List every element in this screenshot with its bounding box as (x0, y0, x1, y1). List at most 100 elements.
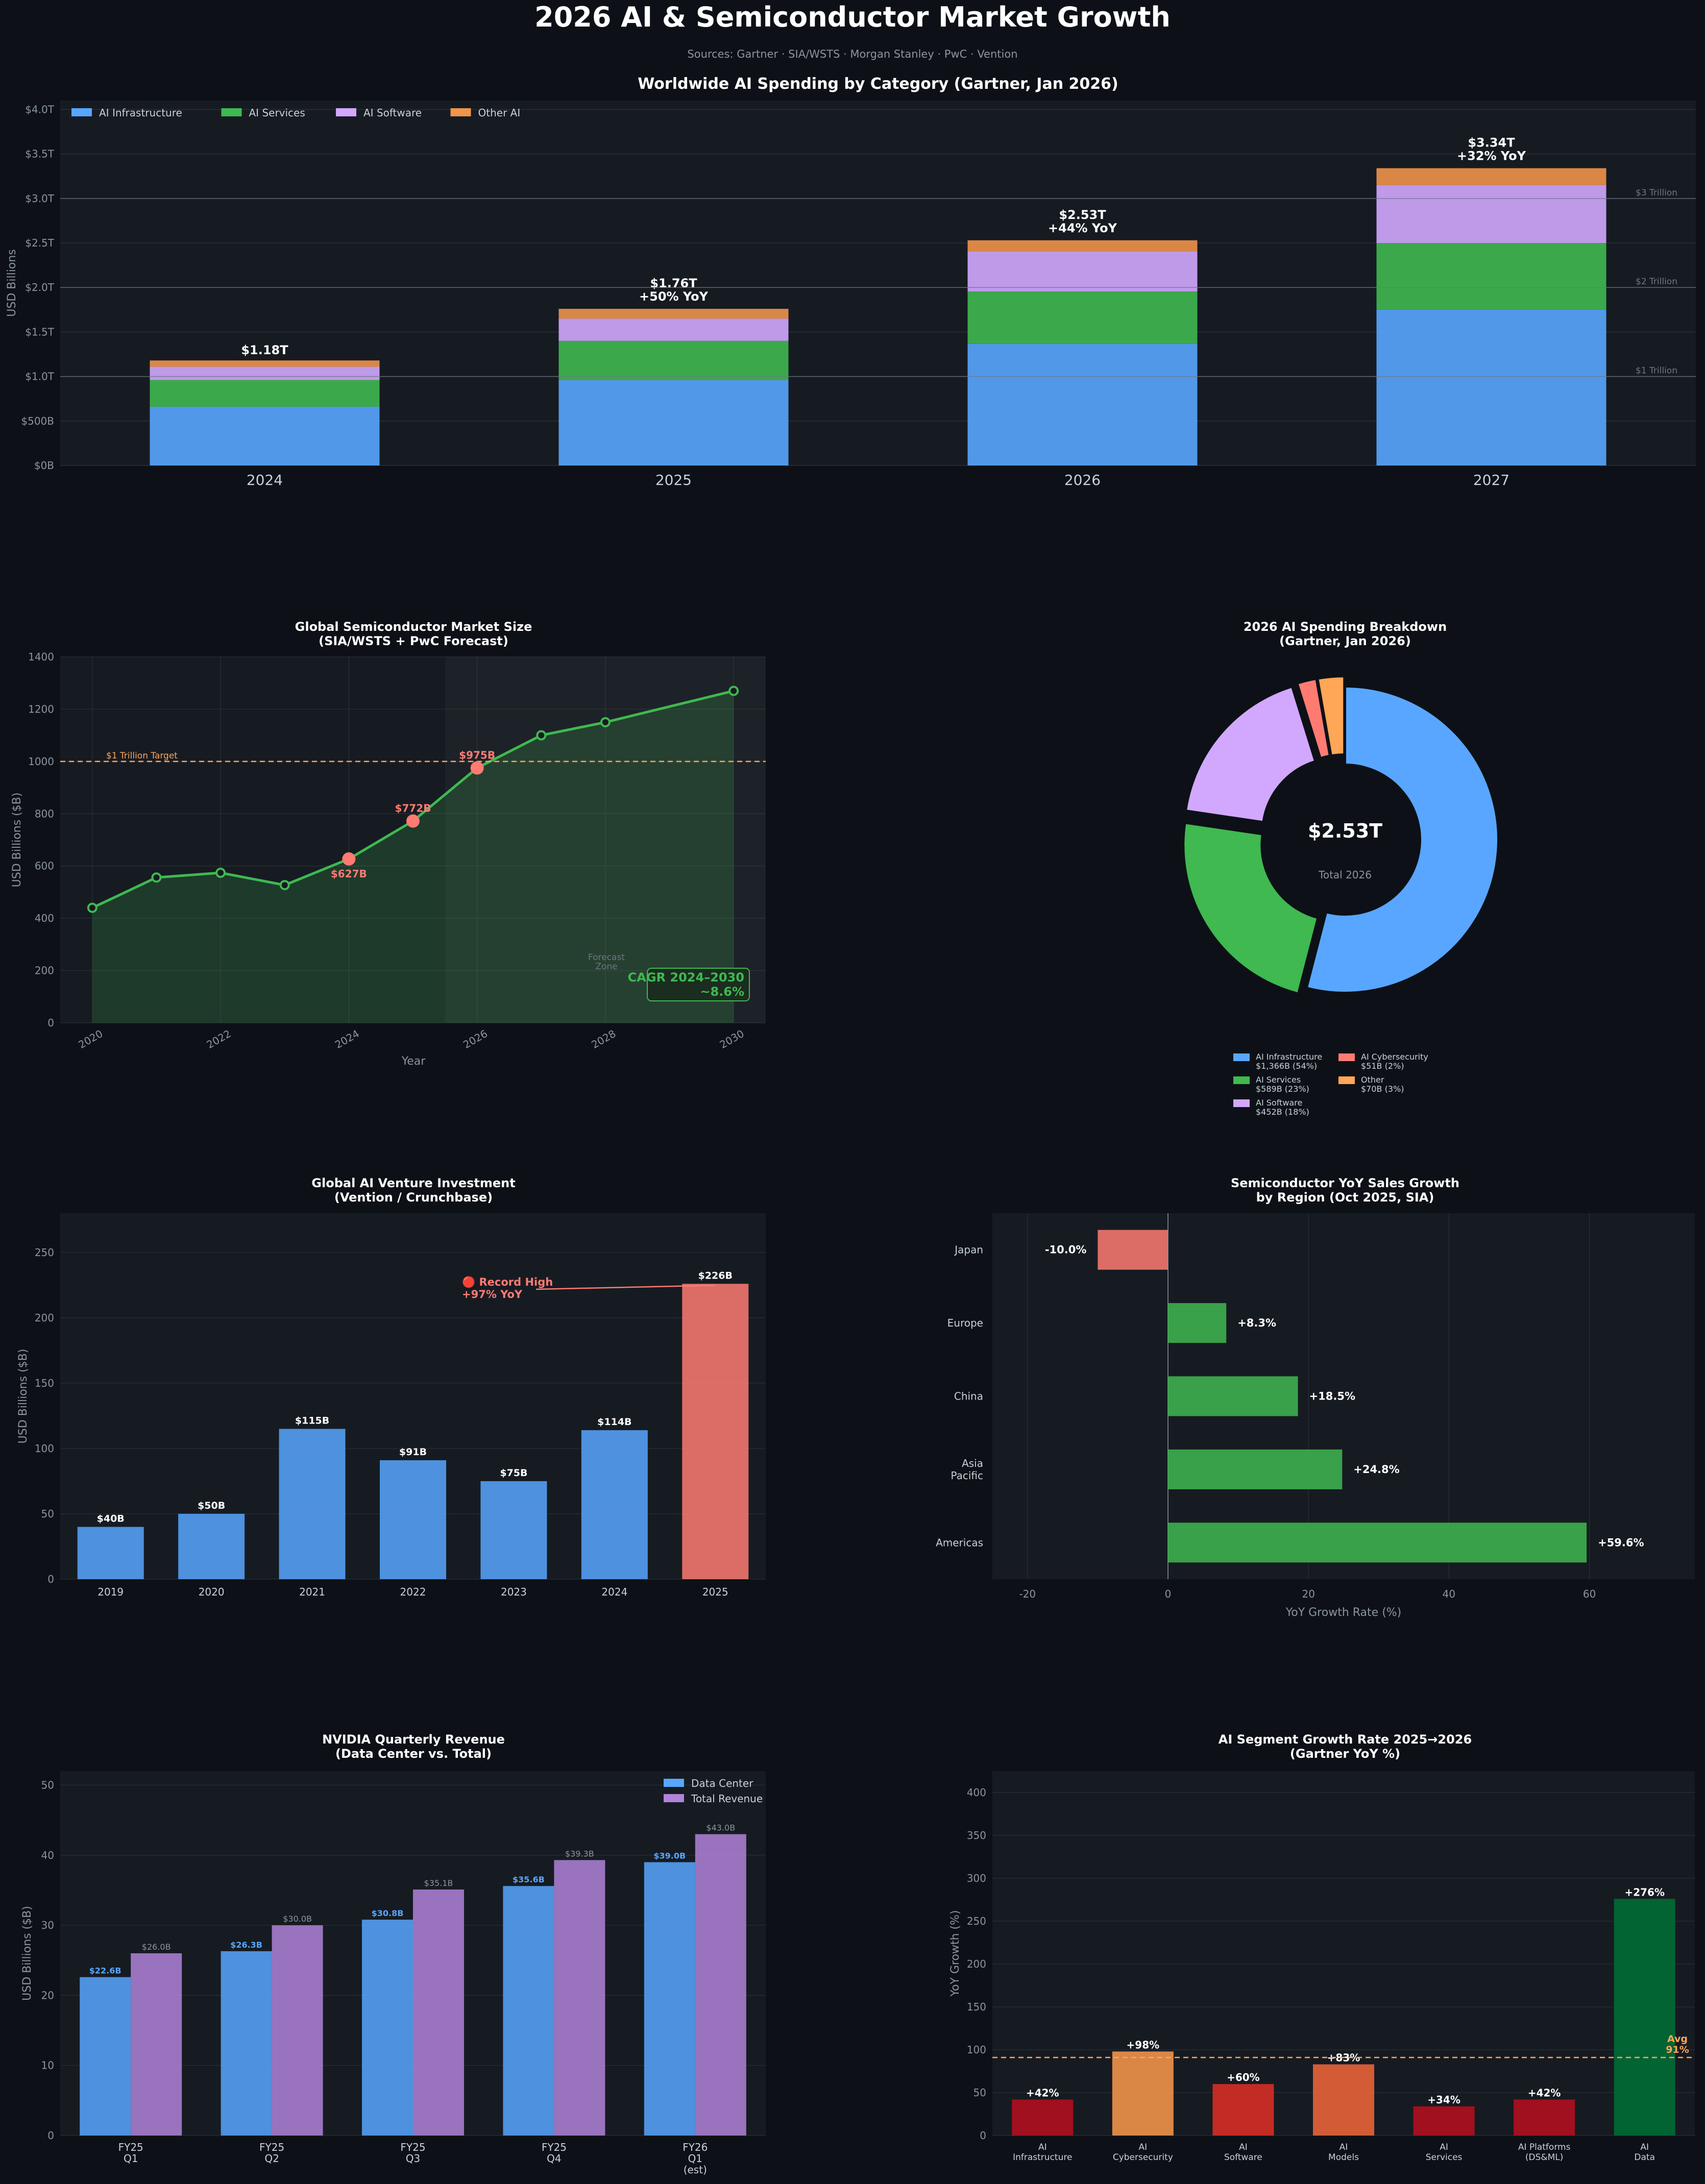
bar (1212, 2084, 1274, 2136)
y-tick-label: 200 (35, 1312, 54, 1324)
x-tick-label: 2026 (461, 1027, 490, 1051)
cagr-box (647, 968, 750, 1001)
plot-area (992, 1213, 1695, 1579)
chart-title: 2026 AI Spending Breakdown (Gartner, Jan … (1244, 620, 1447, 648)
chart-title: AI Segment Growth Rate 2025→2026 (Gartner… (1219, 1732, 1472, 1761)
x-tick-label: 2027 (1473, 472, 1509, 488)
x-tick-label: AI Data (1634, 2142, 1655, 2163)
reference-label: $1 Trillion (1636, 366, 1677, 376)
y-tick-label: $0B (34, 459, 54, 472)
ai-breakdown-donut: 2026 AI Spending Breakdown (Gartner, Jan … (1182, 620, 1499, 1117)
bar-value-label: +18.5% (1309, 1390, 1355, 1403)
y-tick-label: 600 (35, 860, 54, 872)
bar (644, 1862, 695, 2136)
highlight-point (406, 814, 420, 828)
ai-spending-chart: Worldwide AI Spending by Category (Gartn… (6, 75, 1696, 488)
page-title: 2026 AI & Semiconductor Market Growth (534, 1, 1171, 33)
bar-value-label: +34% (1427, 2094, 1460, 2106)
chart-title: NVIDIA Quarterly Revenue (Data Center vs.… (322, 1732, 505, 1761)
bar-value-label: +60% (1227, 2071, 1260, 2083)
semi-region-growth-chart: Semiconductor YoY Sales Growth by Region … (936, 1176, 1695, 1619)
data-point (728, 685, 739, 696)
x-tick-label: 2024 (333, 1027, 361, 1051)
x-tick-label: 40 (1443, 1588, 1455, 1600)
bar-segment (558, 309, 789, 319)
bar-total-label: $1.18T (241, 343, 288, 357)
bar-value-label: $91B (399, 1446, 427, 1458)
y-tick-label: 150 (35, 1377, 54, 1389)
bar-value-label: +276% (1624, 1886, 1665, 1898)
bar-segment (150, 360, 380, 367)
legend-swatch (1233, 1053, 1250, 1061)
bar-value-label: $114B (597, 1416, 631, 1428)
x-tick-label: FY25 Q3 (400, 2141, 425, 2165)
chart-title: Worldwide AI Spending by Category (Gartn… (638, 75, 1118, 93)
bar-total-label: $3.34T +32% YoY (1457, 136, 1526, 163)
bar-value-label: $226B (698, 1270, 733, 1281)
bar (480, 1481, 547, 1579)
y-tick-label: 50 (41, 1779, 54, 1791)
bar-value-label: +24.8% (1353, 1463, 1399, 1476)
reference-label: $2 Trillion (1636, 277, 1677, 287)
bar (1614, 1899, 1675, 2136)
bar (380, 1460, 446, 1579)
y-tick-label: 800 (35, 807, 54, 820)
x-tick-label: 2025 (702, 1586, 728, 1598)
legend-label: AI Infrastructure $1,366B (54%) (1256, 1052, 1322, 1071)
bar-value-label: +59.6% (1598, 1536, 1644, 1549)
bar-value-label: $22.6B (89, 1966, 121, 1976)
area-fill (92, 691, 734, 1023)
bar-segment (150, 380, 380, 407)
highlight-label: $627B (331, 868, 367, 880)
y-axis-label: YoY Growth (%) (949, 1910, 962, 1997)
legend-swatch (1338, 1053, 1355, 1061)
y-tick-label: 350 (967, 1829, 986, 1842)
bar (1413, 2106, 1475, 2136)
donut-center-value: $2.53T (1308, 820, 1382, 842)
x-tick-label: 2024 (601, 1586, 627, 1598)
x-tick-label: 2020 (199, 1586, 225, 1598)
legend-label: AI Services (249, 107, 305, 119)
donut-slice (1296, 677, 1331, 759)
bar (1168, 1523, 1587, 1563)
donut-slice (1182, 821, 1319, 995)
plot-area (60, 657, 766, 1023)
legend-label: AI Software $452B (18%) (1256, 1098, 1309, 1117)
average-label: Avg 91% (1666, 2033, 1689, 2055)
y-tick-label: Asia Pacific (951, 1457, 983, 1482)
bar-value-label: $75B (500, 1467, 527, 1479)
bar-segment (558, 380, 789, 465)
bar-segment (150, 406, 380, 465)
series-line (91, 690, 734, 909)
legend-label: Other AI (478, 107, 521, 119)
bar (1168, 1449, 1343, 1489)
sources-caption: Sources: Gartner · SIA/WSTS · Morgan Sta… (687, 48, 1018, 60)
legend-label: Total Revenue (691, 1793, 763, 1805)
chart-title: Global Semiconductor Market Size (SIA/WST… (295, 620, 532, 648)
highlight-point (342, 852, 356, 866)
target-label: $1 Trillion Target (106, 751, 178, 761)
legend-label: AI Software (363, 107, 422, 119)
bar-value-label: $35.6B (513, 1875, 545, 1884)
y-tick-label: 1400 (28, 651, 54, 663)
bar-value-label: +98% (1127, 2039, 1160, 2051)
y-tick-label: 30 (41, 1919, 54, 1931)
x-tick-label: AI Infrastructure (1013, 2142, 1072, 2163)
bar (77, 1527, 144, 1579)
y-axis-label: USD Billions ($B) (17, 1349, 30, 1444)
x-tick-label: 20 (1302, 1588, 1314, 1600)
data-point (279, 880, 290, 891)
bar (554, 1860, 605, 2136)
y-tick-label: $4.0T (25, 103, 55, 115)
x-tick-label: FY26 Q1 (est) (683, 2141, 708, 2176)
y-tick-label: 20 (41, 1989, 54, 2001)
bar-value-label: $26.3B (230, 1940, 262, 1950)
bar (362, 1920, 413, 2136)
x-tick-label: 2021 (299, 1586, 325, 1598)
y-tick-label: 1000 (28, 755, 54, 768)
cagr-label: CAGR 2024–2030 ~8.6% (628, 970, 744, 999)
ai-venture-chart: Global AI Venture Investment (Vention / C… (17, 1176, 766, 1598)
nvidia-revenue-chart: NVIDIA Quarterly Revenue (Data Center vs.… (21, 1732, 766, 2176)
highlight-label: $975B (459, 749, 495, 762)
y-tick-label: $1.0T (25, 371, 55, 383)
